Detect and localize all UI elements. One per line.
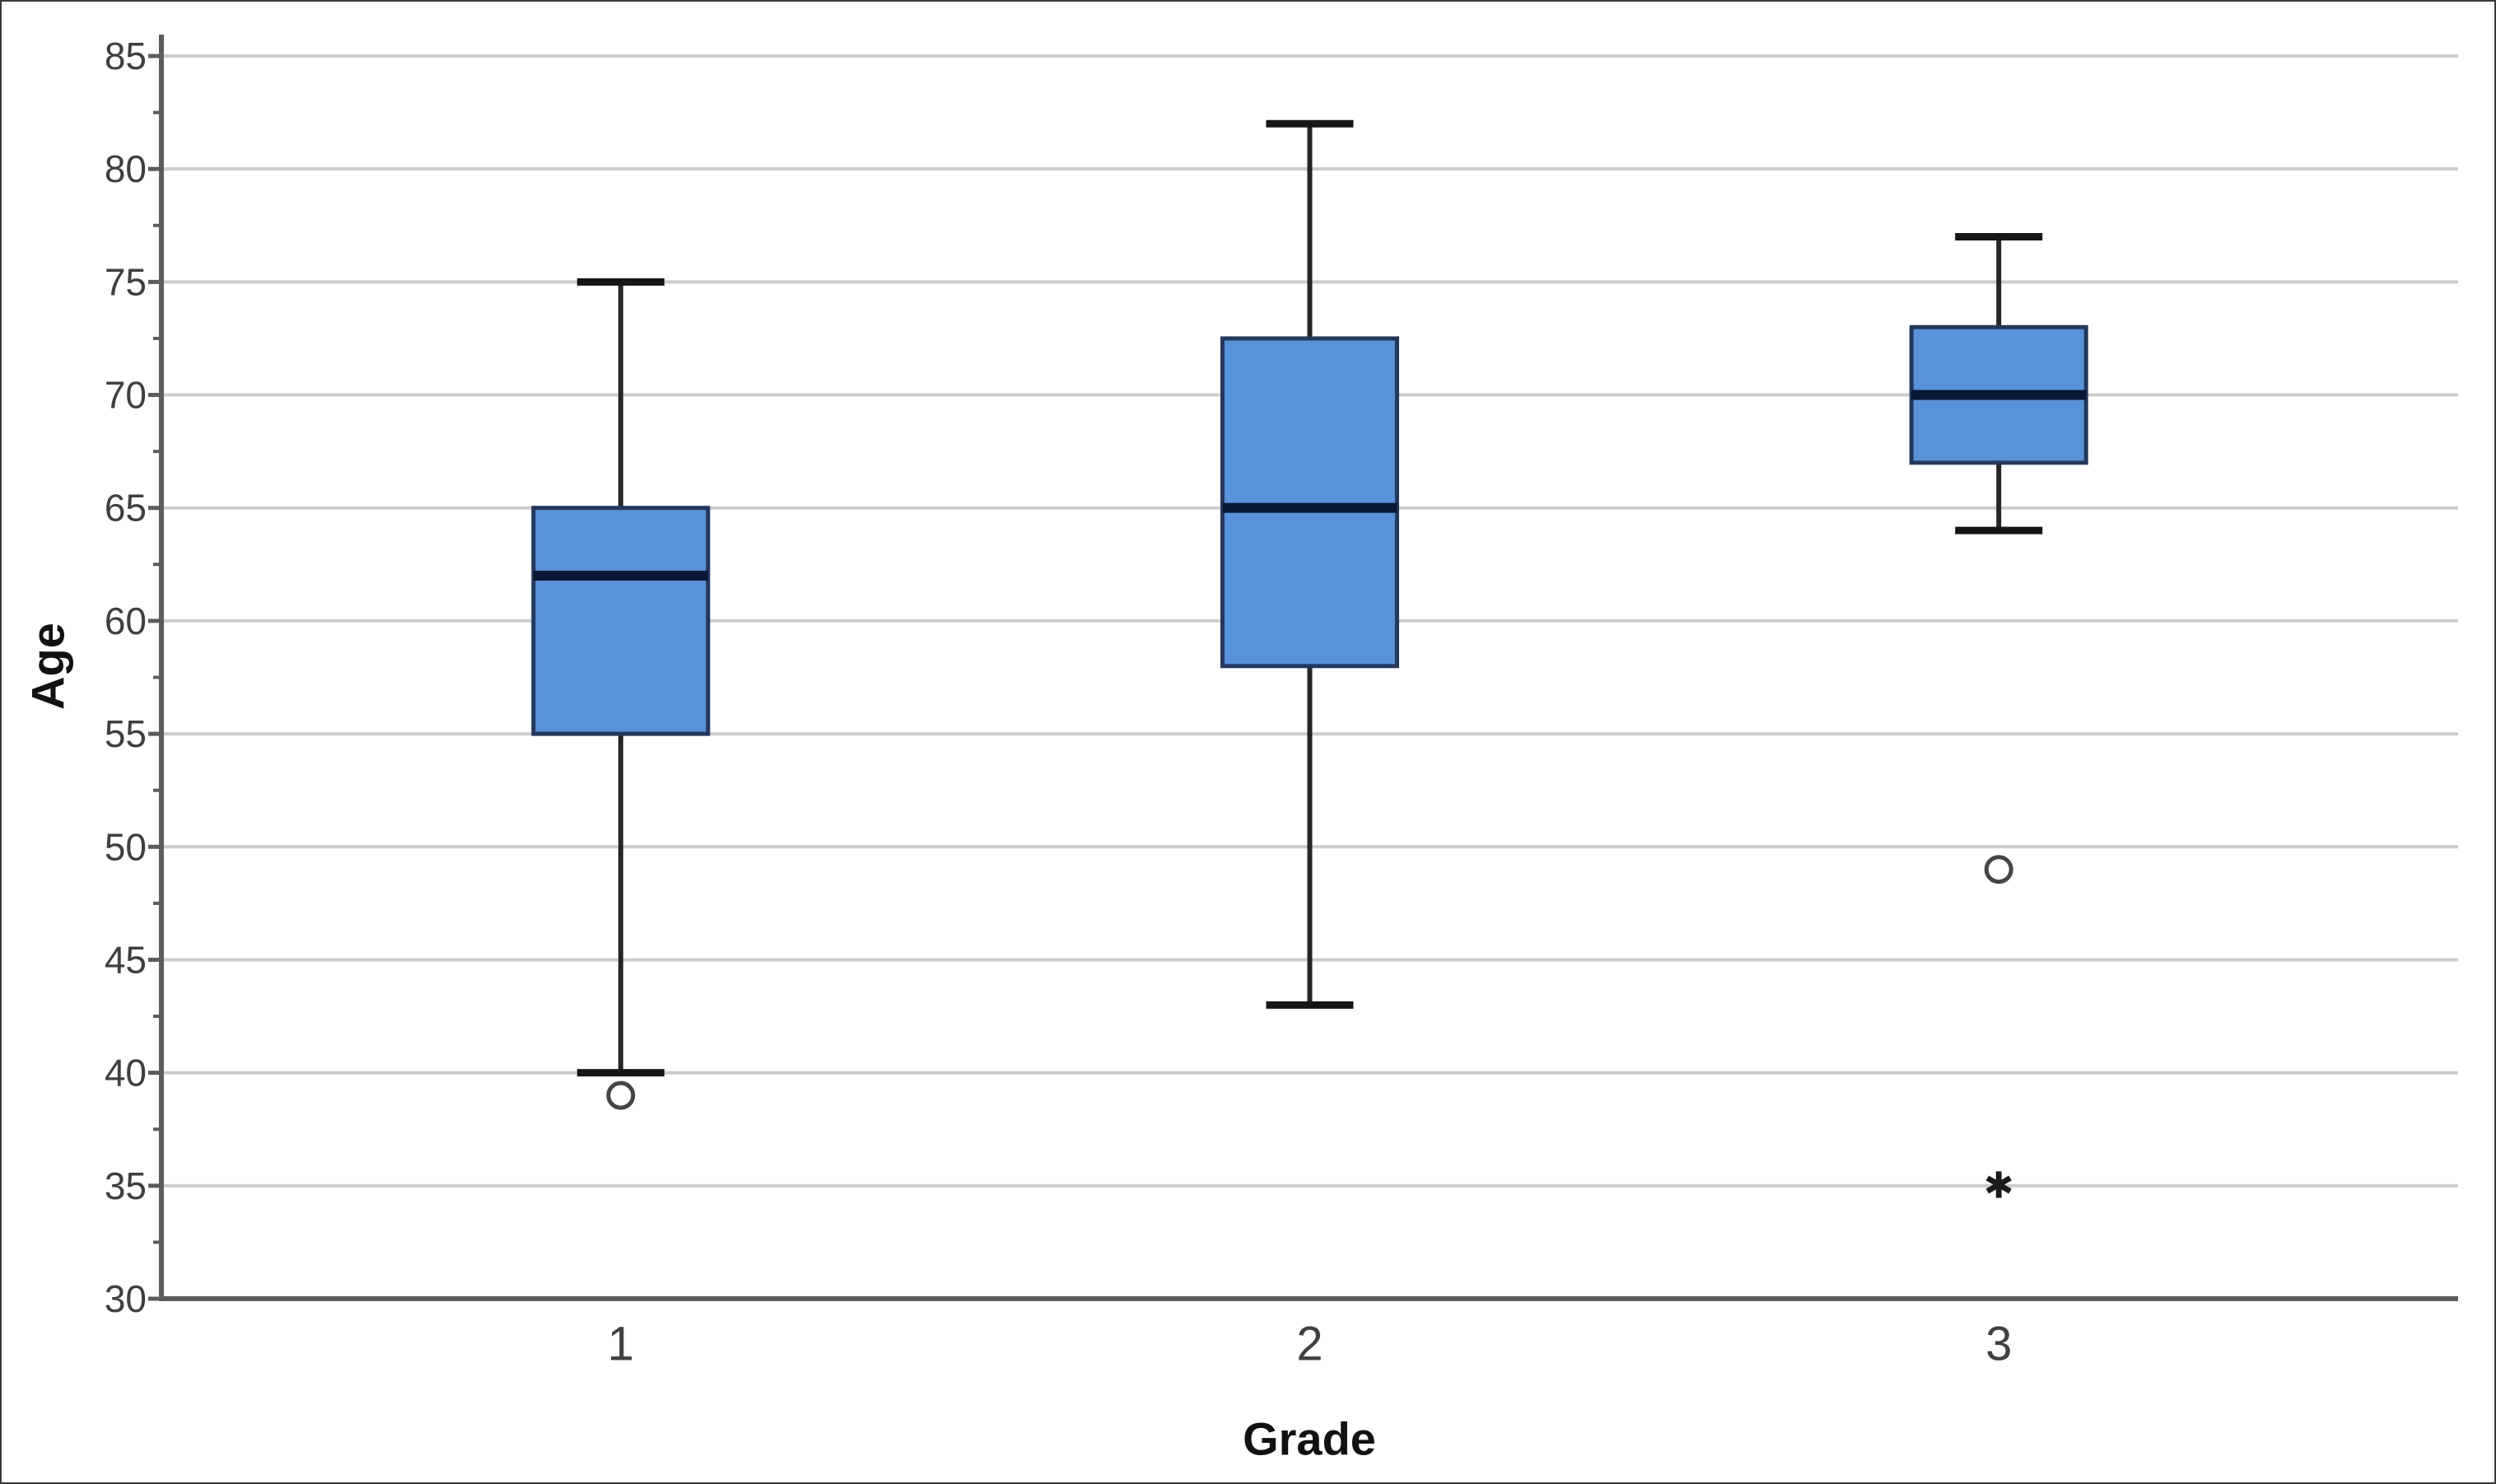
y-axis-title: Age	[21, 623, 74, 710]
y-tick-label-80: 80	[105, 147, 147, 190]
y-tick-label-85: 85	[105, 35, 147, 77]
outlier-star-grade-3-35: ✱	[1984, 1165, 2014, 1206]
y-tick-label-35: 35	[105, 1164, 147, 1207]
y-tick-label-40: 40	[105, 1052, 147, 1094]
y-tick-label-55: 55	[105, 712, 147, 755]
x-tick-label-2: 2	[1296, 1318, 1323, 1371]
y-tick-label-75: 75	[105, 260, 147, 303]
iqr-box-grade-1	[531, 506, 711, 736]
y-tick-label-50: 50	[105, 825, 147, 868]
outlier-circle-grade-3-49	[1984, 855, 2013, 884]
y-tick-label-70: 70	[105, 374, 147, 417]
median-line-grade-1	[533, 571, 708, 581]
median-line-grade-2	[1222, 502, 1397, 513]
y-tick-label-30: 30	[105, 1277, 147, 1320]
y-tick-label-45: 45	[105, 938, 147, 981]
y-tick-label-60: 60	[105, 600, 147, 642]
iqr-box-grade-2	[1220, 336, 1399, 669]
x-tick-label-1: 1	[608, 1318, 634, 1371]
y-tick-label-65: 65	[105, 487, 147, 530]
x-tick-label-3: 3	[1985, 1318, 2012, 1371]
x-axis-title: Grade	[1243, 1412, 1376, 1465]
outlier-circle-grade-1-39	[606, 1080, 636, 1110]
median-line-grade-3	[1911, 390, 2087, 400]
